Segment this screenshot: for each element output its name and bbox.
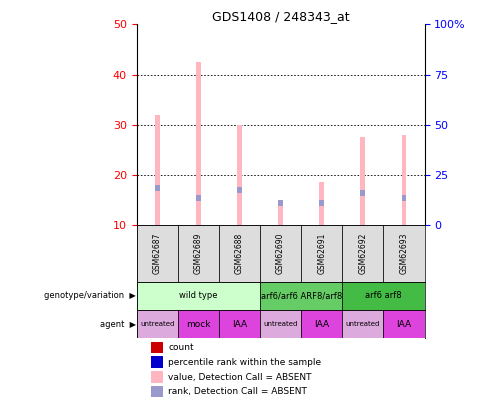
Bar [278, 205, 283, 225]
Bar [155, 185, 160, 190]
Text: agent  ▶: agent ▶ [100, 320, 136, 328]
Text: GSM62692: GSM62692 [358, 233, 367, 274]
Bar [301, 225, 342, 282]
Bar [384, 310, 425, 338]
Text: wild type: wild type [179, 291, 218, 300]
Text: percentile rank within the sample: percentile rank within the sample [168, 358, 322, 367]
Bar [219, 225, 260, 282]
Bar [237, 125, 242, 225]
Text: IAA: IAA [396, 320, 411, 328]
Bar [151, 371, 163, 383]
Bar [219, 310, 260, 338]
Bar [196, 62, 201, 225]
Bar [151, 356, 163, 368]
Text: genotype/variation  ▶: genotype/variation ▶ [44, 291, 136, 300]
Bar [342, 225, 384, 282]
Bar [260, 310, 301, 338]
Bar [137, 310, 178, 338]
Bar [342, 310, 384, 338]
Bar [319, 200, 324, 206]
Text: GSM62691: GSM62691 [317, 233, 326, 274]
Bar [137, 282, 260, 310]
Bar [196, 194, 201, 200]
Title: GDS1408 / 248343_at: GDS1408 / 248343_at [212, 10, 349, 23]
Bar [384, 225, 425, 282]
Text: rank, Detection Call = ABSENT: rank, Detection Call = ABSENT [168, 387, 307, 396]
Bar [151, 342, 163, 353]
Text: count: count [168, 343, 194, 352]
Text: GSM62693: GSM62693 [400, 233, 408, 274]
Bar [301, 310, 342, 338]
Text: untreated: untreated [264, 321, 298, 327]
Text: GSM62690: GSM62690 [276, 233, 285, 274]
Text: untreated: untreated [346, 321, 380, 327]
Text: IAA: IAA [232, 320, 247, 328]
Bar [402, 135, 407, 225]
Bar [342, 282, 425, 310]
Bar [155, 115, 160, 225]
Bar [151, 386, 163, 397]
Bar [361, 137, 366, 225]
Text: GSM62689: GSM62689 [194, 233, 203, 274]
Bar [178, 310, 219, 338]
Text: arf6/arf6 ARF8/arf8: arf6/arf6 ARF8/arf8 [261, 291, 342, 300]
Text: arf6 arf8: arf6 arf8 [365, 291, 402, 300]
Bar [278, 200, 283, 206]
Text: untreated: untreated [140, 321, 174, 327]
Bar [137, 225, 178, 282]
Text: IAA: IAA [314, 320, 329, 328]
Text: mock: mock [186, 320, 211, 328]
Bar [178, 225, 219, 282]
Bar [260, 282, 342, 310]
Text: value, Detection Call = ABSENT: value, Detection Call = ABSENT [168, 373, 312, 382]
Text: GSM62687: GSM62687 [153, 233, 162, 274]
Bar [361, 190, 366, 196]
Bar [260, 225, 301, 282]
Bar [319, 183, 324, 225]
Bar [237, 187, 242, 193]
Bar [402, 194, 407, 200]
Text: GSM62688: GSM62688 [235, 233, 244, 274]
